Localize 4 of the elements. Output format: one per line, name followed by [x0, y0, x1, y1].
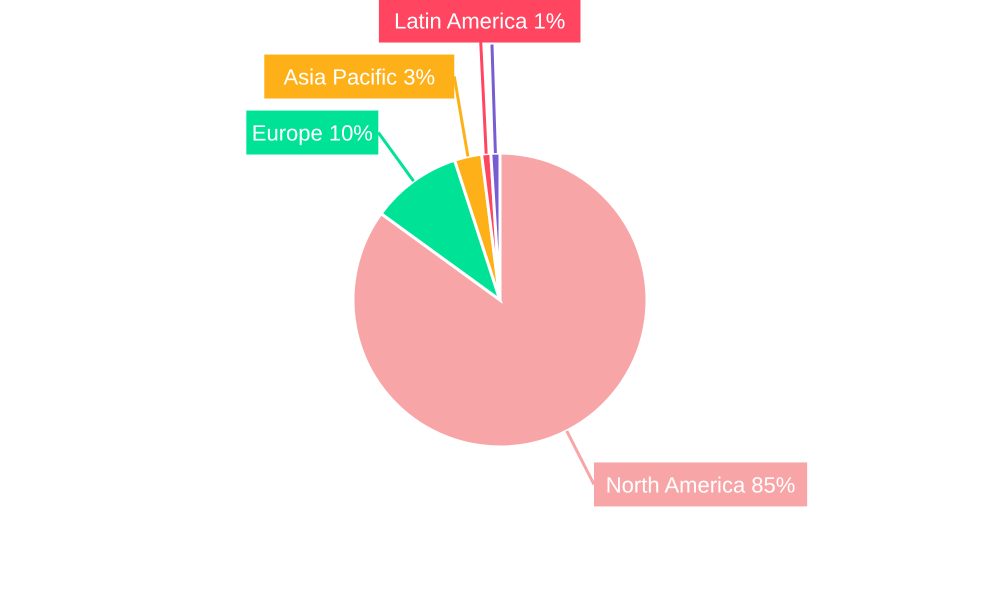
slice-label: Europe 10% [252, 120, 373, 146]
slice-label: Asia Pacific 3% [283, 64, 436, 90]
slice-label: Latin America 1% [394, 8, 566, 34]
slice-label: North America 85% [606, 472, 796, 498]
